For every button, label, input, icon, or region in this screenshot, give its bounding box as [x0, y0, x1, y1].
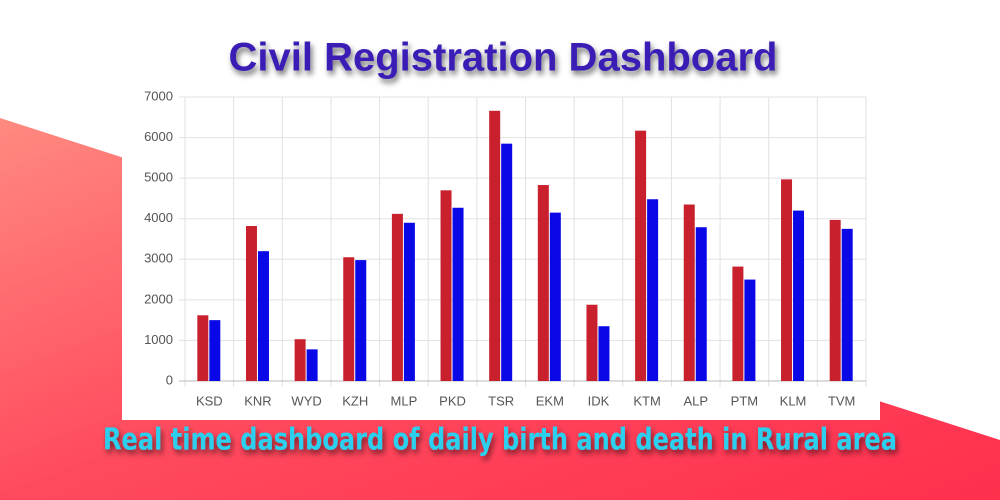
- x-tick-label: WYD: [291, 393, 321, 408]
- bar: [841, 228, 853, 381]
- bar: [489, 110, 501, 382]
- chart-panel: [122, 85, 880, 420]
- y-tick-label: 4000: [144, 210, 173, 225]
- bar: [586, 304, 598, 381]
- bar: [197, 315, 209, 381]
- x-tick-label: EKM: [536, 393, 564, 408]
- bar: [744, 279, 756, 381]
- bar: [355, 260, 367, 381]
- bar: [440, 190, 452, 381]
- y-tick-label: 1000: [144, 332, 173, 347]
- bar: [598, 326, 610, 381]
- chart-title: Civil Registration Dashboard: [229, 36, 778, 80]
- x-tick-label: MLP: [391, 393, 418, 408]
- x-tick-label: TSR: [488, 393, 514, 408]
- bar: [829, 219, 841, 381]
- x-tick-label: KNR: [244, 393, 271, 408]
- x-tick-label: KSD: [196, 393, 223, 408]
- bar: [403, 222, 415, 381]
- y-tick-label: 5000: [144, 170, 173, 185]
- chart-subtitle: Real time dashboard of daily birth and d…: [103, 423, 897, 458]
- y-tick-label: 0: [166, 372, 173, 387]
- x-tick-label: PKD: [439, 393, 466, 408]
- bar: [537, 185, 549, 381]
- bar: [695, 227, 707, 381]
- bar: [257, 251, 269, 381]
- x-tick-label: KLM: [780, 393, 807, 408]
- bar: [343, 257, 355, 381]
- x-tick-label: ALP: [683, 393, 708, 408]
- bar: [245, 226, 257, 381]
- bar: [306, 349, 318, 381]
- bar: [501, 143, 513, 381]
- bar: [647, 199, 659, 381]
- x-tick-label: PTM: [731, 393, 758, 408]
- bar: [452, 207, 464, 381]
- y-tick-label: 2000: [144, 291, 173, 306]
- x-tick-label: TVM: [828, 393, 855, 408]
- bar: [683, 204, 695, 381]
- x-tick-label: KTM: [633, 393, 660, 408]
- bar: [635, 130, 647, 381]
- bar: [793, 210, 805, 381]
- bar: [549, 212, 561, 381]
- y-tick-label: 3000: [144, 251, 173, 266]
- bar: [294, 339, 306, 381]
- y-tick-label: 6000: [144, 129, 173, 144]
- x-tick-label: IDK: [588, 393, 610, 408]
- bar: [209, 320, 221, 381]
- bar: [391, 213, 403, 381]
- bar: [732, 266, 744, 381]
- bar: [781, 179, 793, 381]
- x-tick-label: KZH: [342, 393, 368, 408]
- y-tick-label: 7000: [144, 88, 173, 103]
